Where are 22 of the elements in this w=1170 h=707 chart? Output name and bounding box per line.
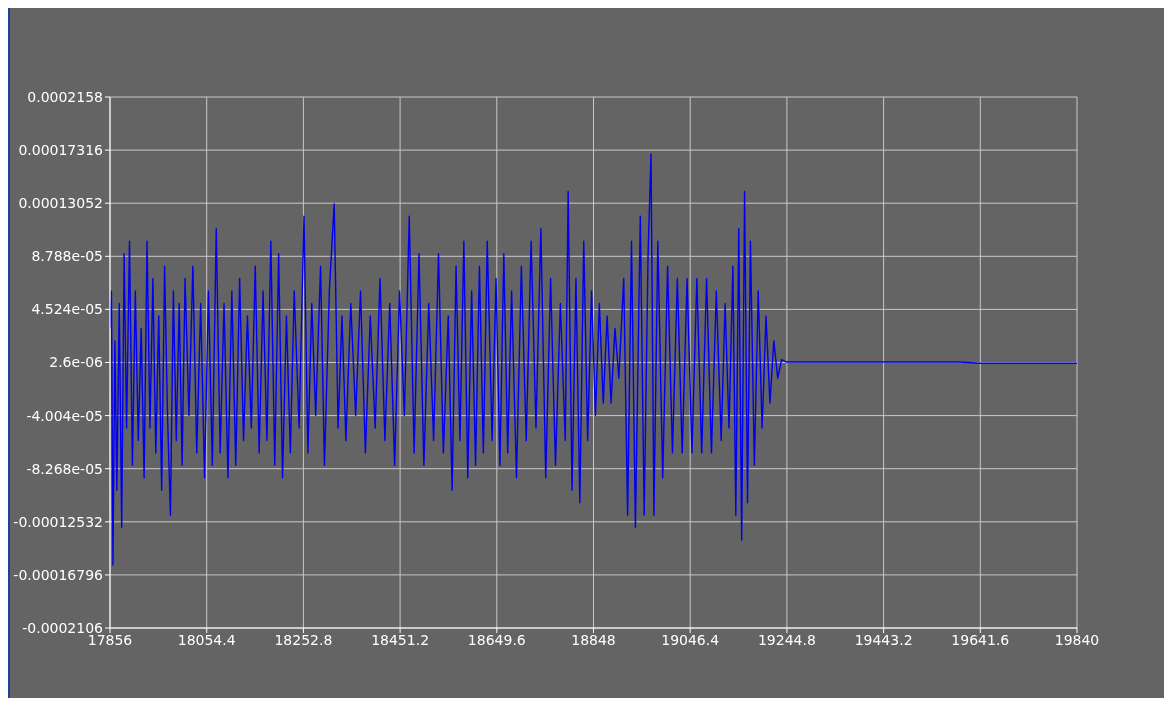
x-tick-label: 18252.8 (274, 631, 333, 648)
x-tick-label: 18848 (571, 631, 616, 648)
x-tick-label: 18451.2 (371, 631, 430, 648)
x-tick-label: 19046.4 (661, 631, 720, 648)
y-tick-label: 2.6e-06 (49, 354, 104, 371)
y-tick-label: 0.00013052 (18, 195, 103, 212)
y-tick-label: -0.0002106 (22, 619, 104, 636)
y-tick-label: 4.524e-05 (31, 301, 103, 318)
line-series (110, 153, 1077, 566)
x-tick-label: 19443.2 (854, 631, 913, 648)
x-tick-label: 19840 (1054, 631, 1100, 648)
x-tick-label: 18649.6 (467, 631, 526, 648)
y-tick-label: 0.0002158 (27, 88, 103, 105)
x-tick-label: 19641.6 (951, 631, 1010, 648)
x-tick-label: 19244.8 (757, 631, 816, 648)
y-tick-label: -0.00016796 (13, 566, 104, 583)
y-tick-label: 8.788e-05 (31, 248, 103, 265)
y-tick-label: -4.004e-05 (26, 407, 103, 424)
x-tick-label: 18054.4 (177, 631, 236, 648)
y-tick-label: 0.00017316 (18, 142, 104, 159)
y-tick-label: -0.00012532 (13, 513, 103, 530)
y-tick-label: -8.268e-05 (26, 460, 103, 477)
